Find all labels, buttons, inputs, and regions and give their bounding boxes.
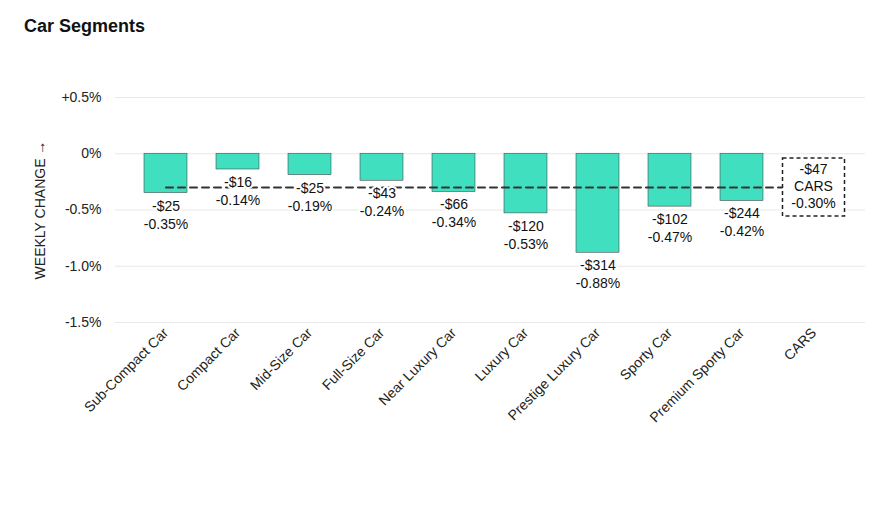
svg-text:Sporty Car: Sporty Car — [617, 324, 676, 383]
svg-text:-1.0%: -1.0% — [65, 258, 102, 274]
svg-text:-$66: -$66 — [440, 196, 468, 212]
svg-text:Sub-Compact Car: Sub-Compact Car — [81, 324, 172, 415]
svg-text:CARS: CARS — [780, 324, 819, 363]
svg-text:-$244: -$244 — [724, 205, 760, 221]
svg-text:+0.5%: +0.5% — [61, 89, 101, 105]
svg-text:Mid-Size Car: Mid-Size Car — [247, 324, 316, 393]
svg-text:Compact Car: Compact Car — [174, 324, 244, 394]
svg-text:-0.5%: -0.5% — [65, 201, 102, 217]
svg-text:Near Luxury Car: Near Luxury Car — [375, 324, 459, 408]
svg-text:-0.42%: -0.42% — [720, 223, 764, 239]
svg-text:-$120: -$120 — [508, 218, 544, 234]
svg-text:-0.30%: -0.30% — [791, 195, 835, 211]
svg-text:-1.5%: -1.5% — [65, 314, 102, 330]
svg-text:CARS: CARS — [794, 178, 833, 194]
svg-text:-0.88%: -0.88% — [576, 275, 620, 291]
svg-text:-$25: -$25 — [152, 198, 180, 214]
svg-text:Premium Sporty Car: Premium Sporty Car — [646, 324, 747, 425]
html-text:Car Segments: Car Segments — [24, 16, 145, 36]
svg-text:-0.14%: -0.14% — [216, 192, 260, 208]
svg-text:-$314: -$314 — [580, 257, 616, 273]
svg-text:-0.19%: -0.19% — [288, 198, 332, 214]
svg-text:-$43: -$43 — [368, 185, 396, 201]
svg-text:WEEKLY CHANGE →: WEEKLY CHANGE → — [32, 141, 48, 280]
svg-text:-$102: -$102 — [652, 211, 688, 227]
svg-text:-0.47%: -0.47% — [648, 229, 692, 245]
svg-text:Prestige Luxury Car: Prestige Luxury Car — [504, 324, 603, 423]
svg-text:-$16: -$16 — [224, 174, 252, 190]
svg-text:-$47: -$47 — [799, 161, 827, 177]
svg-text:-0.35%: -0.35% — [144, 216, 188, 232]
svg-text:-0.24%: -0.24% — [360, 203, 404, 219]
svg-text:-0.53%: -0.53% — [504, 236, 548, 252]
svg-text:-$25: -$25 — [296, 180, 324, 196]
svg-text:-0.34%: -0.34% — [432, 214, 476, 230]
svg-text:Luxury Car: Luxury Car — [472, 324, 532, 384]
svg-text:0%: 0% — [81, 145, 101, 161]
svg-text:Full-Size Car: Full-Size Car — [319, 324, 388, 393]
